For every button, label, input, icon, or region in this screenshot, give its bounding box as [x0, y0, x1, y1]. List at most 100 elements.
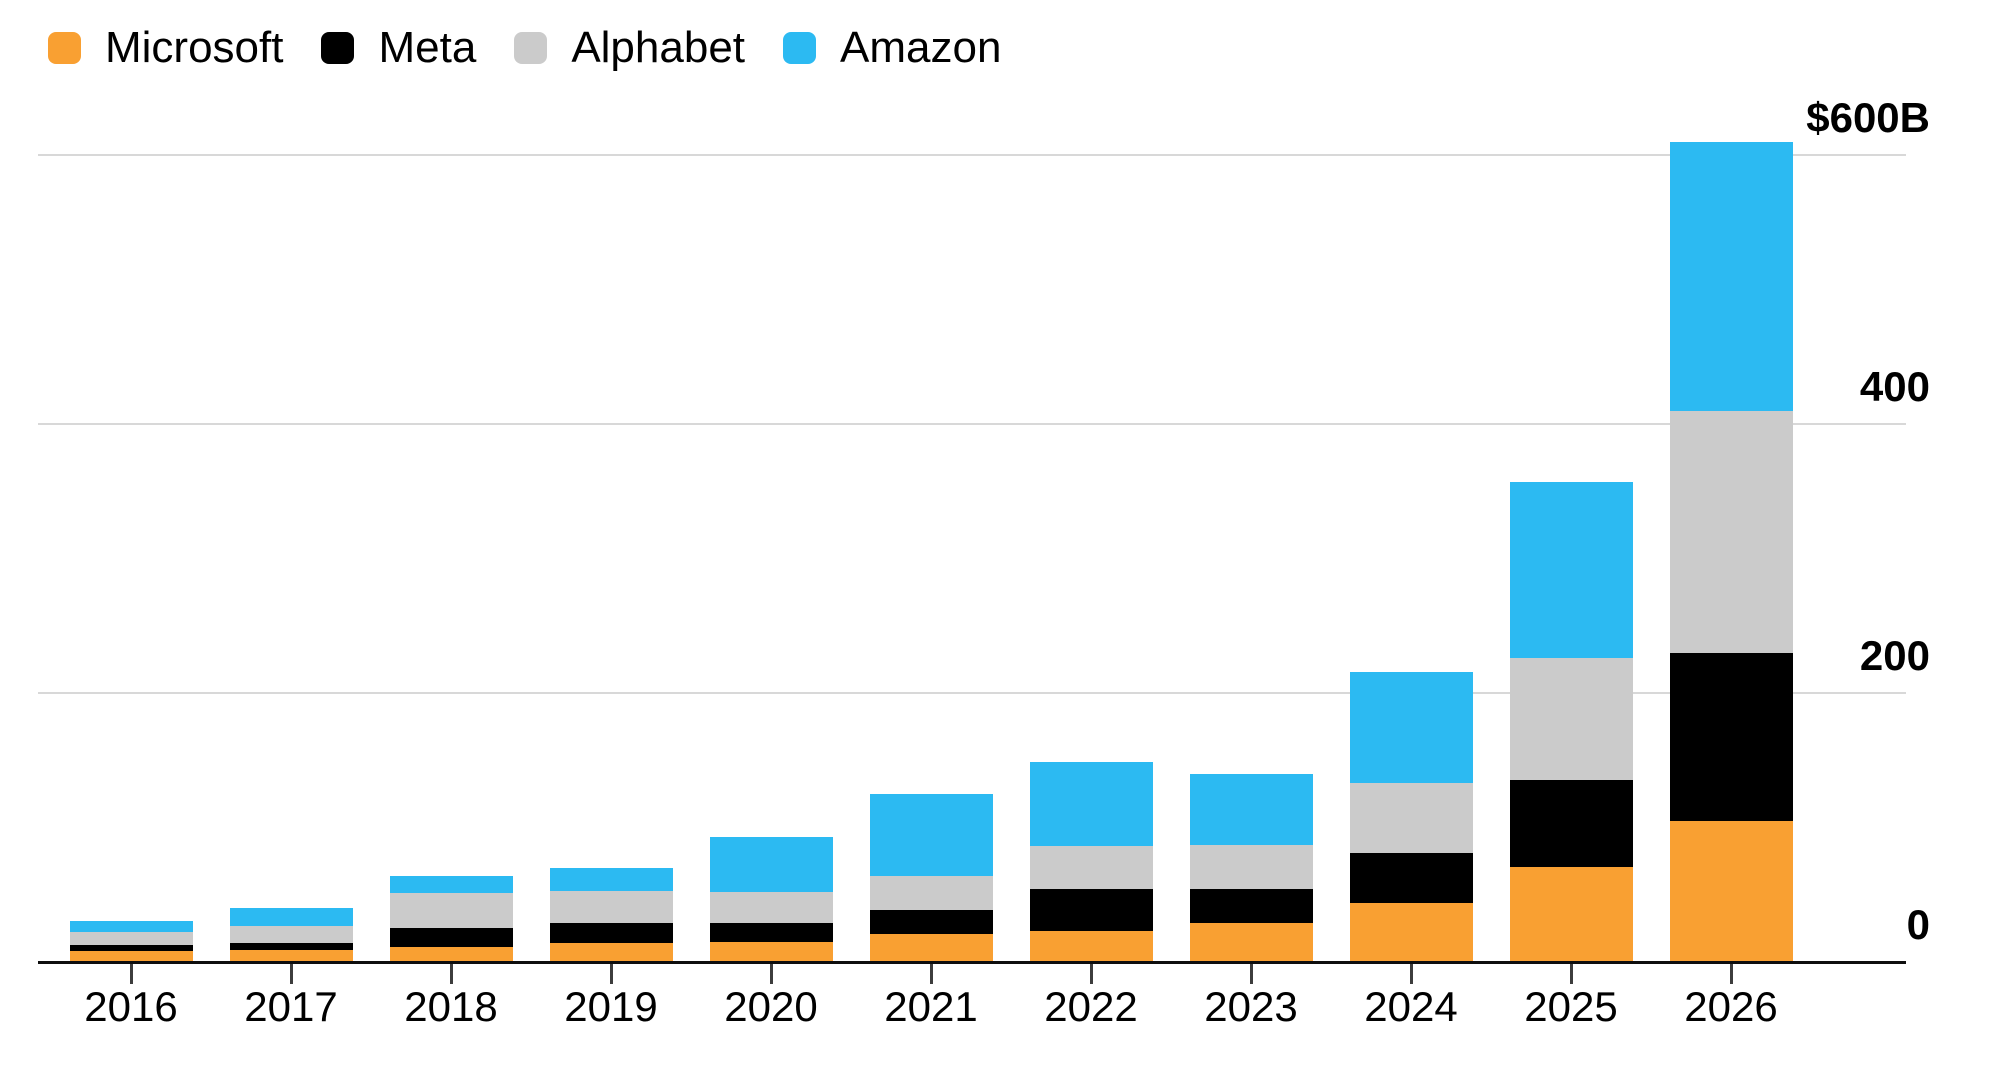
- legend-label-meta: Meta: [378, 23, 477, 72]
- x-axis-line: [38, 961, 1906, 964]
- segment-meta-2020: [709, 923, 833, 942]
- segment-alphabet-2016: [69, 931, 193, 946]
- legend-label-alphabet: Alphabet: [571, 23, 746, 72]
- segment-amazon-2026: [1669, 141, 1793, 411]
- legend-item-alphabet: Alphabet: [514, 24, 745, 72]
- segment-microsoft-2022: [1029, 931, 1153, 962]
- x-axis-label-2020: 2020: [724, 983, 818, 1030]
- segment-meta-2019: [549, 923, 673, 944]
- segment-microsoft-2020: [709, 941, 833, 962]
- segment-alphabet-2017: [229, 925, 353, 944]
- gridline-400: [38, 423, 1906, 425]
- x-tick-2017: [290, 962, 293, 984]
- segment-meta-2025: [1509, 780, 1633, 867]
- segment-microsoft-2018: [389, 947, 513, 962]
- x-axis-label-2017: 2017: [244, 983, 338, 1030]
- x-tick-2024: [1410, 962, 1413, 984]
- bar-2024: [1349, 671, 1473, 962]
- segment-amazon-2023: [1189, 773, 1313, 845]
- legend-swatch-icon-microsoft: [48, 32, 81, 64]
- segment-amazon-2019: [549, 867, 673, 891]
- x-tick-2020: [770, 962, 773, 984]
- x-axis-label-2021: 2021: [884, 983, 978, 1030]
- y-axis-tick-label-400: 400: [1859, 363, 1930, 410]
- segment-alphabet-2025: [1509, 658, 1633, 781]
- x-axis-label-2024: 2024: [1364, 983, 1458, 1030]
- bar-2020: [709, 836, 833, 962]
- segment-meta-2016: [69, 945, 193, 952]
- legend-item-amazon: Amazon: [783, 24, 1001, 72]
- legend: Microsoft Meta Alphabet Amazon: [48, 24, 1001, 72]
- segment-microsoft-2024: [1349, 902, 1473, 962]
- bar-2016: [69, 921, 193, 962]
- segment-amazon-2018: [389, 875, 513, 894]
- bar-2023: [1189, 773, 1313, 962]
- y-axis-tick-label-200: 200: [1859, 632, 1930, 679]
- bar-2017: [229, 908, 353, 962]
- segment-meta-2018: [389, 928, 513, 948]
- segment-alphabet-2023: [1189, 845, 1313, 890]
- segment-amazon-2021: [869, 793, 993, 876]
- x-tick-2023: [1250, 962, 1253, 984]
- segment-alphabet-2018: [389, 893, 513, 929]
- legend-item-microsoft: Microsoft: [48, 24, 283, 72]
- segment-alphabet-2021: [869, 875, 993, 910]
- y-axis-tick-label-0: 0: [1906, 901, 1930, 948]
- segment-microsoft-2025: [1509, 866, 1633, 962]
- segment-amazon-2017: [229, 908, 353, 926]
- segment-microsoft-2019: [549, 943, 673, 962]
- x-axis-label-2026: 2026: [1684, 983, 1778, 1030]
- segment-microsoft-2026: [1669, 820, 1793, 962]
- x-axis-label-2016: 2016: [84, 983, 178, 1030]
- bar-2019: [549, 867, 673, 962]
- x-tick-2026: [1730, 962, 1733, 984]
- x-tick-2021: [930, 962, 933, 984]
- segment-meta-2024: [1349, 853, 1473, 903]
- bar-2025: [1509, 481, 1633, 962]
- x-tick-2019: [610, 962, 613, 984]
- segment-amazon-2025: [1509, 481, 1633, 659]
- legend-label-amazon: Amazon: [840, 23, 1002, 72]
- segment-meta-2023: [1189, 889, 1313, 923]
- segment-microsoft-2023: [1189, 923, 1313, 962]
- segment-microsoft-2016: [69, 951, 193, 962]
- legend-swatch-icon-amazon: [783, 32, 817, 64]
- segment-meta-2017: [229, 943, 353, 950]
- bar-2021: [869, 793, 993, 962]
- segment-amazon-2022: [1029, 761, 1153, 847]
- x-tick-2016: [130, 962, 133, 984]
- segment-microsoft-2021: [869, 933, 993, 962]
- bar-2018: [389, 875, 513, 962]
- gridline-600: [38, 154, 1906, 156]
- segment-alphabet-2019: [549, 890, 673, 923]
- segment-alphabet-2022: [1029, 846, 1153, 890]
- y-axis-tick-label-600: $600B: [1806, 94, 1930, 141]
- legend-swatch-icon-meta: [321, 32, 355, 64]
- segment-microsoft-2017: [229, 949, 353, 962]
- segment-meta-2026: [1669, 652, 1793, 821]
- x-tick-2018: [450, 962, 453, 984]
- legend-label-microsoft: Microsoft: [105, 23, 284, 72]
- x-axis-label-2023: 2023: [1204, 983, 1298, 1030]
- segment-amazon-2016: [69, 921, 193, 932]
- segment-alphabet-2026: [1669, 410, 1793, 653]
- x-tick-2025: [1570, 962, 1573, 984]
- bar-2026: [1669, 141, 1793, 962]
- segment-amazon-2024: [1349, 671, 1473, 784]
- segment-meta-2021: [869, 909, 993, 934]
- bar-2022: [1029, 761, 1153, 962]
- segment-alphabet-2020: [709, 892, 833, 923]
- segment-meta-2022: [1029, 889, 1153, 932]
- segment-alphabet-2024: [1349, 783, 1473, 854]
- segment-amazon-2020: [709, 836, 833, 893]
- x-axis-label-2025: 2025: [1524, 983, 1618, 1030]
- legend-item-meta: Meta: [321, 24, 476, 72]
- x-axis-label-2019: 2019: [564, 983, 658, 1030]
- x-axis-label-2018: 2018: [404, 983, 498, 1030]
- legend-swatch-icon-alphabet: [514, 32, 548, 64]
- gridline-200: [38, 692, 1906, 694]
- x-tick-2022: [1090, 962, 1093, 984]
- x-axis-label-2022: 2022: [1044, 983, 1138, 1030]
